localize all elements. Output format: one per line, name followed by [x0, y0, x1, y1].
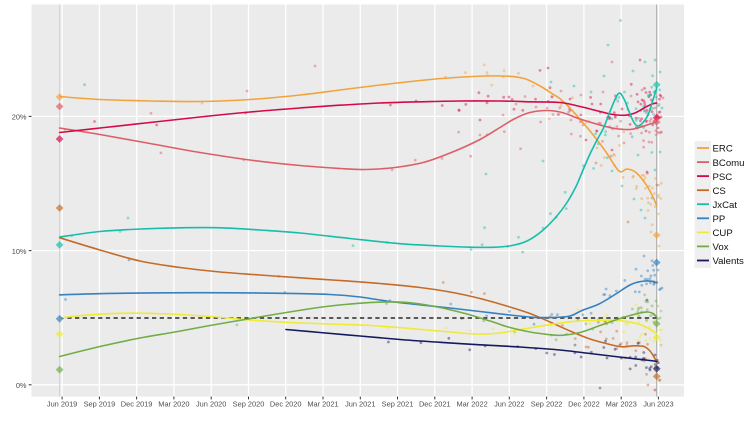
svg-text:JxCat: JxCat — [713, 200, 738, 211]
svg-text:CUP: CUP — [713, 228, 733, 239]
svg-text:Mar 2020: Mar 2020 — [158, 400, 189, 409]
svg-text:BComu: BComu — [713, 158, 745, 169]
svg-text:Vox: Vox — [713, 242, 729, 253]
svg-text:Sep 2021: Sep 2021 — [382, 400, 414, 409]
svg-text:Sep 2019: Sep 2019 — [84, 400, 116, 409]
svg-text:Jun 2021: Jun 2021 — [345, 400, 375, 409]
svg-text:Dec 2021: Dec 2021 — [419, 400, 451, 409]
svg-text:Sep 2020: Sep 2020 — [233, 400, 265, 409]
svg-text:Mar 2022: Mar 2022 — [456, 400, 487, 409]
svg-text:Dec 2020: Dec 2020 — [270, 400, 302, 409]
svg-text:Dec 2022: Dec 2022 — [568, 400, 600, 409]
svg-text:Jun 2023: Jun 2023 — [643, 400, 673, 409]
svg-text:10%: 10% — [12, 247, 27, 256]
svg-text:0%: 0% — [16, 381, 27, 390]
svg-text:Jun 2019: Jun 2019 — [47, 400, 77, 409]
svg-text:Valents: Valents — [713, 256, 744, 267]
svg-text:Mar 2021: Mar 2021 — [307, 400, 338, 409]
svg-text:Sep 2022: Sep 2022 — [531, 400, 563, 409]
svg-text:20%: 20% — [12, 113, 27, 122]
svg-text:Dec 2019: Dec 2019 — [121, 400, 153, 409]
svg-text:Jun 2022: Jun 2022 — [494, 400, 524, 409]
svg-text:CS: CS — [713, 186, 726, 197]
svg-text:ERC: ERC — [713, 144, 733, 155]
svg-text:Jun 2020: Jun 2020 — [196, 400, 226, 409]
svg-text:PP: PP — [713, 214, 726, 225]
svg-text:Mar 2023: Mar 2023 — [606, 400, 637, 409]
svg-text:PSC: PSC — [713, 172, 733, 183]
